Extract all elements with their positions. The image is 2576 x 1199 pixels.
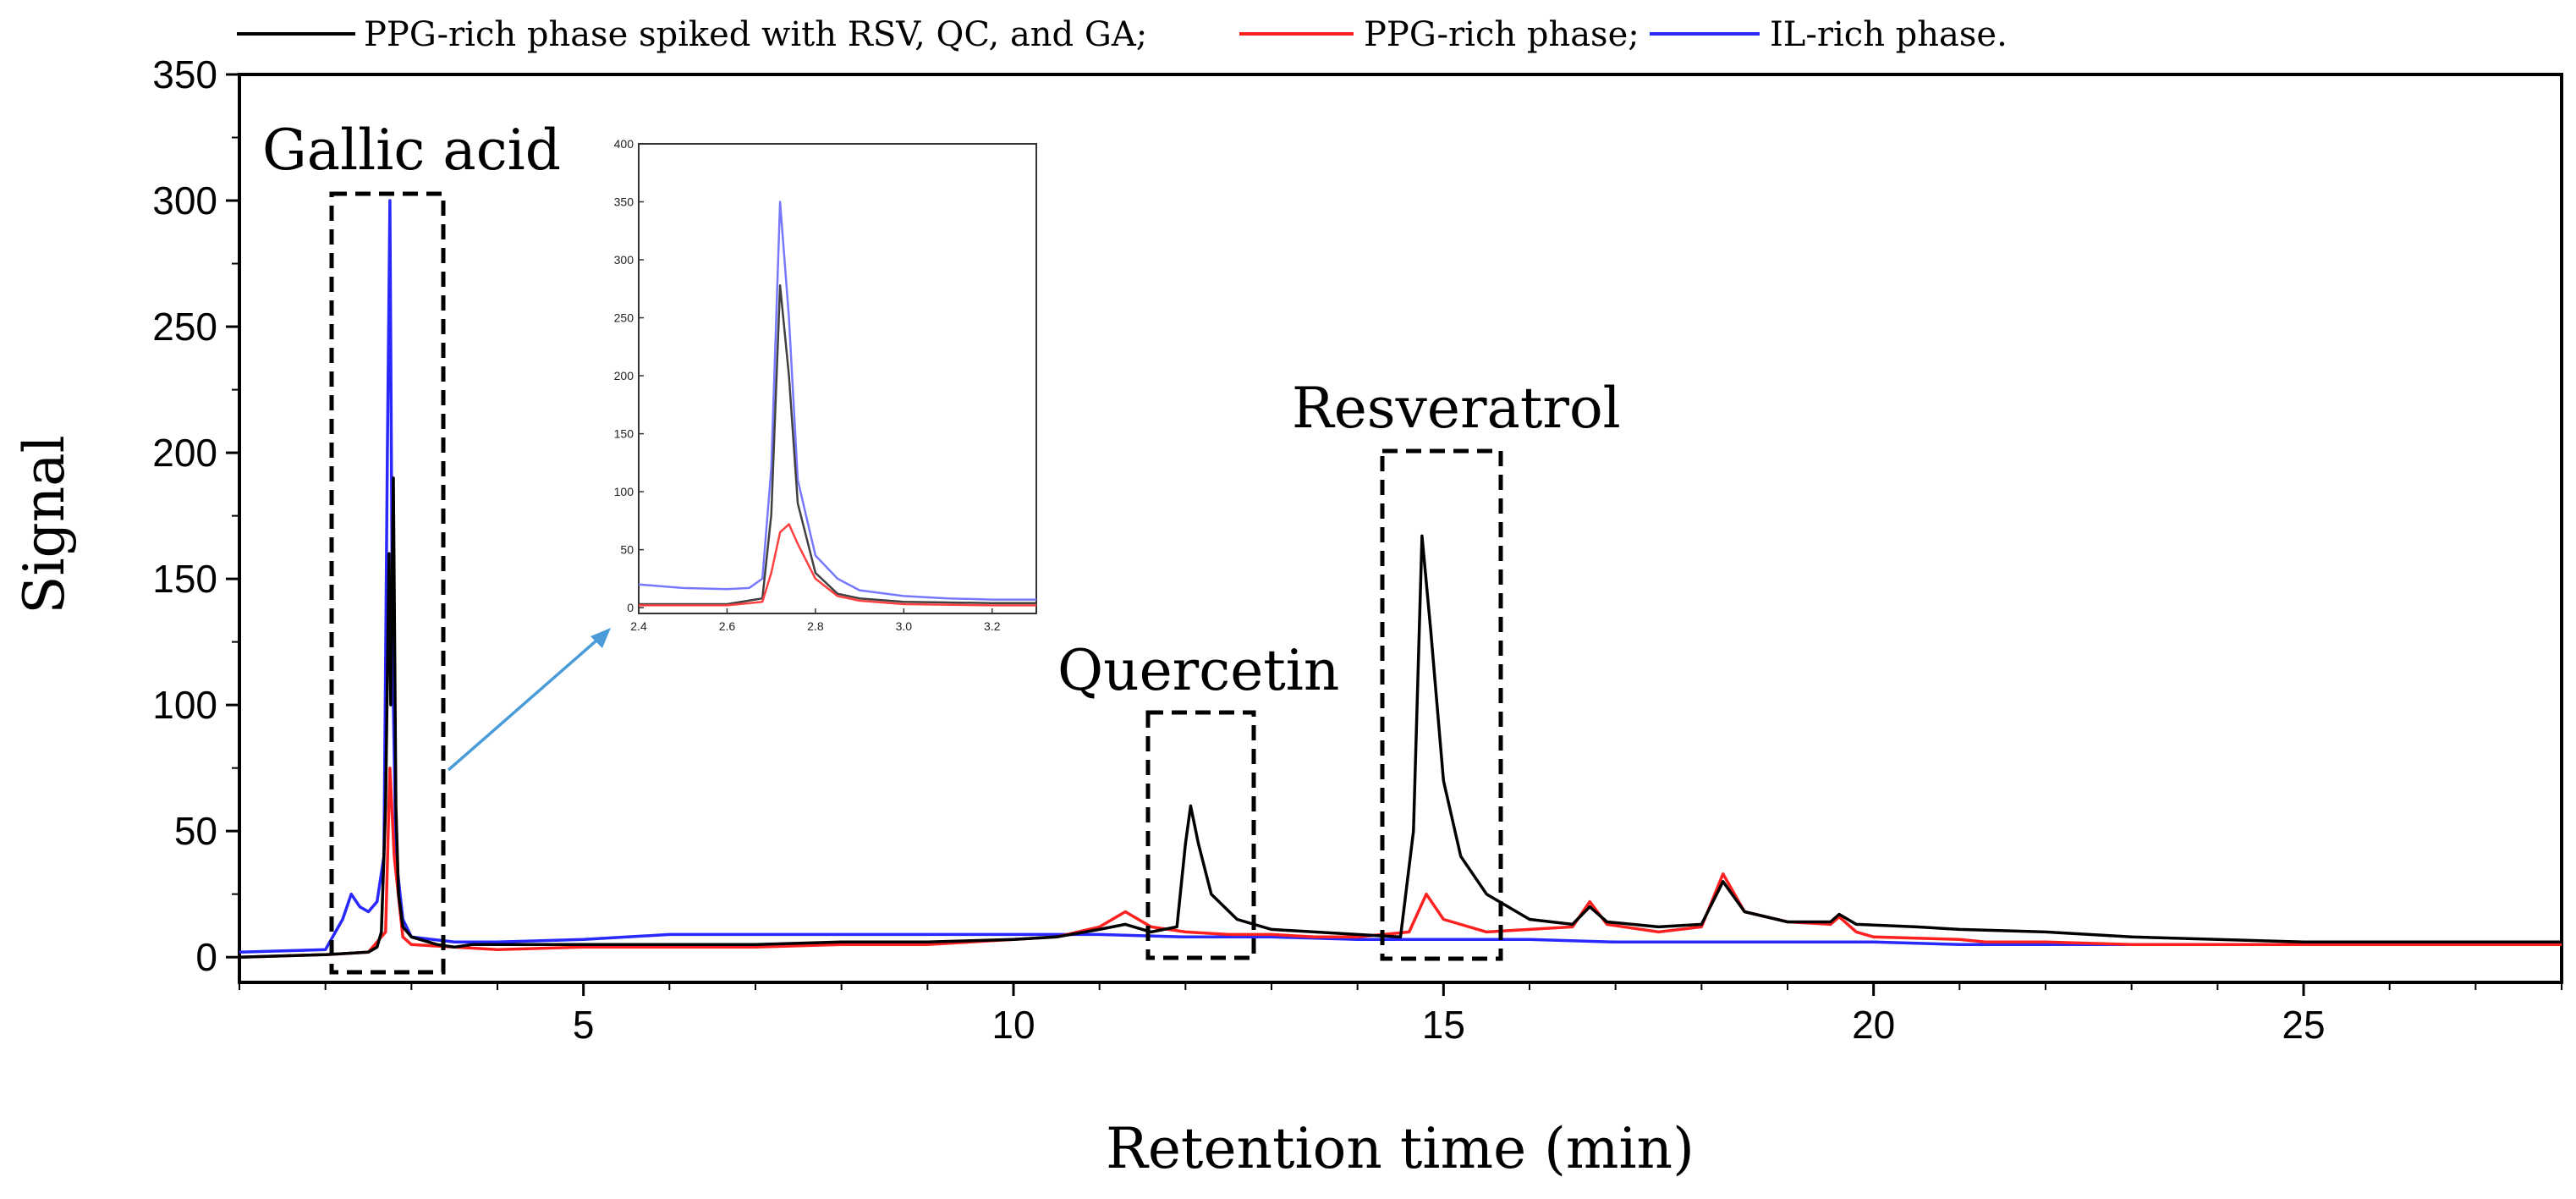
x-tick-label: 5 — [573, 1003, 595, 1047]
y-tick-label: 100 — [152, 683, 217, 727]
inset-y-tick-label: 50 — [620, 543, 634, 557]
quercetin-box — [1145, 710, 1256, 960]
legend-label-il: IL-rich phase. — [1770, 15, 2008, 54]
series-ppg-spiked — [239, 476, 2562, 959]
y-tick-label: 300 — [152, 179, 217, 223]
y-tick-label: 200 — [152, 431, 217, 475]
inset-frame — [638, 143, 1037, 614]
inset-y-tick-label: 200 — [614, 369, 634, 382]
y-tick-label: 50 — [174, 809, 217, 853]
inset-x-tick-label: 3.0 — [896, 619, 913, 633]
annotation-quercetin: Quercetin — [1057, 638, 1339, 703]
inset-y-tick-label: 400 — [614, 137, 634, 151]
inset-x-tick-label: 3.2 — [984, 619, 1001, 633]
resveratrol-box — [1380, 448, 1503, 961]
x-tick-label: 10 — [991, 1003, 1035, 1047]
gallic-acid-box — [329, 191, 446, 975]
y-tick-label: 350 — [152, 52, 217, 96]
inset-y-tick-label: 150 — [614, 427, 634, 441]
inset-y-tick-label: 250 — [614, 311, 634, 325]
inset-y-tick-label: 100 — [614, 485, 634, 498]
inset-y-tick-label: 0 — [627, 601, 634, 614]
inset-series-line — [639, 523, 1036, 607]
inset-y-tick-label: 300 — [614, 253, 634, 267]
inset-x-tick-label: 2.4 — [630, 619, 647, 633]
x-axis: 5 10 15 20 25 — [239, 982, 2562, 1047]
y-axis: 0 50 100 150 200 250 300 350 — [152, 52, 239, 979]
inset-chart: 2.4 2.6 2.8 3.0 3.2 0 50 100 150 200 250 300 350 400 — [614, 137, 1037, 633]
y-tick-label: 150 — [152, 557, 217, 601]
inset-x-tick-label: 2.6 — [719, 619, 736, 633]
inset-series-line — [639, 283, 1036, 606]
inset-x-axis: 2.4 2.6 2.8 3.0 3.2 — [630, 608, 1001, 633]
inset-series-lines — [638, 201, 1036, 607]
series-il-rich — [239, 199, 2562, 954]
x-tick-label: 20 — [1852, 1003, 1895, 1047]
y-tick-label: 0 — [195, 935, 217, 979]
legend-label-spiked: PPG-rich phase spiked with RSV, QC, and … — [364, 15, 1147, 54]
series-lines — [239, 199, 2562, 959]
inset-background — [639, 144, 1036, 613]
x-axis-label: Retention time (min) — [1106, 1116, 1694, 1181]
plot-frame — [238, 73, 2563, 984]
inset-y-tick-label: 350 — [614, 195, 634, 209]
y-tick-label: 250 — [152, 305, 217, 349]
inset-x-tick-label: 2.8 — [807, 619, 824, 633]
annotation-resveratrol: Resveratrol — [1292, 376, 1621, 441]
inset-y-axis: 0 50 100 150 200 250 300 350 400 — [614, 137, 644, 614]
y-axis-label: Signal — [12, 435, 77, 614]
inset-arrow — [447, 628, 611, 772]
legend-label-ppg: PPG-rich phase; — [1364, 15, 1640, 54]
legend: PPG-rich phase spiked with RSV, QC, and … — [237, 15, 2008, 54]
inset-series-line — [638, 201, 1036, 601]
annotation-gallic-acid: Gallic acid — [262, 118, 561, 183]
x-tick-label: 15 — [1422, 1003, 1465, 1047]
x-tick-label: 25 — [2282, 1003, 2325, 1047]
